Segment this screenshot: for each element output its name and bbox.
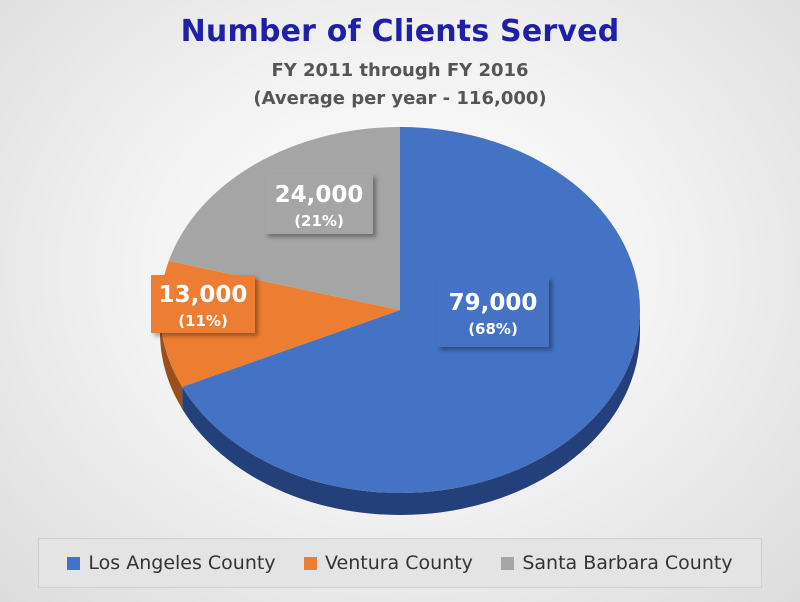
chart-subtitle-average: (Average per year - 116,000) — [253, 88, 547, 109]
pie-label-layer: 79,000 (68%) 13,000 (11%) 24,000 (21%) — [151, 174, 549, 347]
pie-slice-los-angeles — [182, 127, 641, 494]
legend-label-santa-barbara: Santa Barbara County — [522, 552, 733, 574]
data-label-value-ventura: 13,000 — [159, 282, 248, 308]
legend-swatch-santa-barbara — [501, 556, 515, 570]
chart-title: Number of Clients Served — [180, 14, 620, 49]
data-label-box-los-angeles — [437, 277, 549, 347]
legend-item-santa-barbara: Santa Barbara County — [501, 552, 733, 574]
legend-swatch-los-angeles — [67, 556, 81, 570]
legend-label-los-angeles: Los Angeles County — [88, 552, 276, 574]
pie-side-ventura — [160, 310, 183, 409]
chart-subtitle-period: FY 2011 through FY 2016 — [271, 60, 529, 81]
data-label-box-santa-barbara — [265, 174, 373, 234]
legend-label-ventura: Ventura County — [325, 552, 473, 574]
legend-item-los-angeles: Los Angeles County — [67, 552, 276, 574]
data-label-value-santa-barbara: 24,000 — [275, 182, 364, 208]
data-label-value-los-angeles: 79,000 — [449, 290, 538, 316]
legend-item-ventura: Ventura County — [304, 552, 473, 574]
data-label-percent-ventura: (11%) — [178, 312, 228, 330]
data-label-percent-santa-barbara: (21%) — [294, 212, 344, 230]
legend: Los Angeles County Ventura County Santa … — [38, 538, 762, 588]
legend-swatch-ventura — [304, 556, 317, 570]
data-label-box-ventura — [151, 275, 255, 333]
data-label-percent-los-angeles: (68%) — [468, 320, 518, 338]
pie-side-layer — [160, 310, 641, 515]
